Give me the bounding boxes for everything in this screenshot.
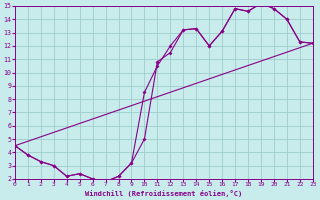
X-axis label: Windchill (Refroidissement éolien,°C): Windchill (Refroidissement éolien,°C) — [85, 190, 243, 197]
